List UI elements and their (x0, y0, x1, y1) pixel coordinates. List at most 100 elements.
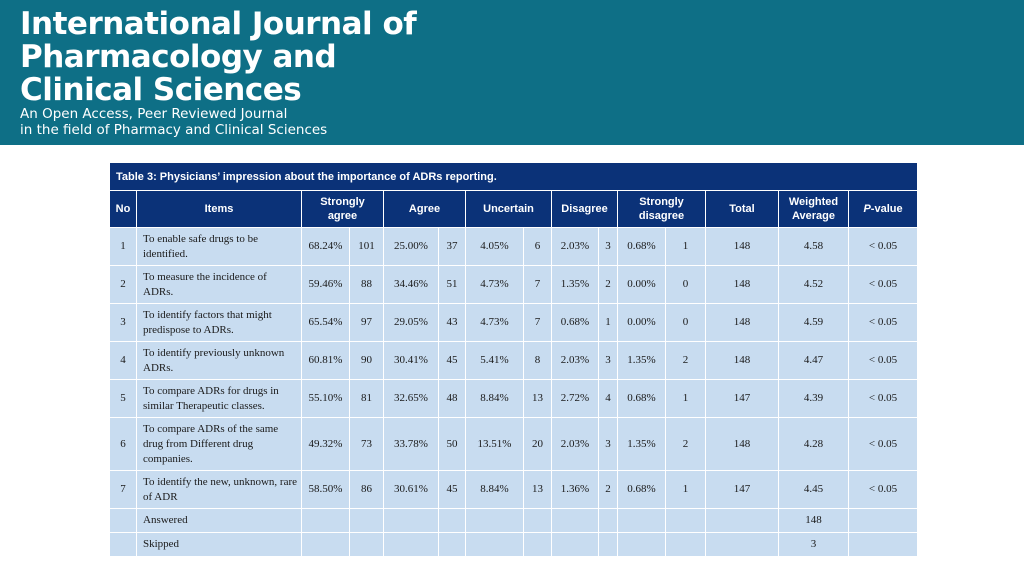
cell-empty (301, 508, 350, 533)
cell-empty (705, 508, 779, 533)
cell-sa-n: 97 (349, 303, 384, 342)
cell-empty (665, 532, 706, 557)
cell-a-pct: 25.00% (383, 227, 439, 266)
cell-empty (438, 508, 466, 533)
header-weighted-line: Weighted (788, 196, 839, 208)
cell-u-pct: 4.73% (465, 265, 524, 304)
cell-sd-n: 0 (665, 265, 706, 304)
header-items: Items (136, 190, 302, 228)
cell-p-value: < 0.05 (847, 341, 919, 380)
header-weighted-line: Average (791, 210, 835, 222)
cell-p-value: < 0.05 (847, 379, 919, 418)
answered-label: Answered (136, 508, 302, 533)
journal-title-line: International Journal of (20, 6, 417, 42)
cell-empty (438, 532, 466, 557)
table-row: 6 To compare ADRs of the same drug from … (109, 417, 919, 471)
cell-u-n: 20 (523, 417, 552, 471)
cell-empty (523, 508, 552, 533)
header-p-value: P-value (847, 190, 919, 228)
cell-sd-n: 1 (665, 379, 706, 418)
cell-d-n: 3 (598, 417, 618, 471)
cell-d-n: 1 (598, 303, 618, 342)
cell-empty (598, 532, 618, 557)
cell-empty (665, 508, 706, 533)
skipped-label: Skipped (136, 532, 302, 557)
journal-banner: International Journal of Pharmacology an… (0, 0, 1024, 145)
cell-d-pct: 2.03% (551, 227, 599, 266)
journal-subtitle-line: in the field of Pharmacy and Clinical Sc… (20, 122, 328, 138)
table-row: 2 To measure the incidence of ADRs. 59.4… (109, 265, 919, 304)
cell-sd-n: 1 (665, 470, 706, 509)
cell-weighted-average: 4.39 (778, 379, 849, 418)
table-row: 3 To identify factors that might predisp… (109, 303, 919, 342)
header-uncertain: Uncertain (465, 190, 552, 228)
cell-d-pct: 1.35% (551, 265, 599, 304)
cell-empty (847, 508, 919, 533)
cell-a-n: 48 (438, 379, 466, 418)
cell-weighted-average: 4.45 (778, 470, 849, 509)
table-row: 7 To identify the new, unknown, rare of … (109, 470, 919, 509)
cell-weighted-average: 4.52 (778, 265, 849, 304)
cell-u-n: 13 (523, 379, 552, 418)
cell-sd-pct: 1.35% (617, 341, 666, 380)
cell-a-pct: 32.65% (383, 379, 439, 418)
cell-u-pct: 4.05% (465, 227, 524, 266)
header-strongly-agree: Strongly agree (301, 190, 384, 228)
cell-no: 4 (109, 341, 137, 380)
header-no: No (109, 190, 137, 228)
cell-a-n: 45 (438, 470, 466, 509)
cell-p-value: < 0.05 (847, 470, 919, 509)
cell-empty (598, 508, 618, 533)
journal-title-line: Clinical Sciences (20, 72, 302, 108)
cell-sd-pct: 0.00% (617, 265, 666, 304)
cell-sa-n: 88 (349, 265, 384, 304)
cell-no: 5 (109, 379, 137, 418)
header-total: Total (705, 190, 779, 228)
cell-empty (109, 532, 137, 557)
cell-empty (109, 508, 137, 533)
cell-item: To compare ADRs of the same drug from Di… (136, 417, 302, 471)
cell-item: To enable safe drugs to be identified. (136, 227, 302, 266)
cell-sd-n: 2 (665, 417, 706, 471)
cell-d-pct: 2.03% (551, 417, 599, 471)
header-p-italic: P (863, 203, 871, 215)
cell-sd-pct: 1.35% (617, 417, 666, 471)
cell-sa-n: 101 (349, 227, 384, 266)
header-agree: Agree (383, 190, 466, 228)
cell-empty (383, 532, 439, 557)
cell-u-pct: 13.51% (465, 417, 524, 471)
cell-a-pct: 30.41% (383, 341, 439, 380)
header-strongly-disagree-line: disagree (638, 210, 685, 222)
header-weighted-average: Weighted Average (778, 190, 849, 228)
cell-weighted-average: 4.58 (778, 227, 849, 266)
cell-empty (349, 508, 384, 533)
cell-d-pct: 2.72% (551, 379, 599, 418)
cell-no: 1 (109, 227, 137, 266)
cell-d-n: 2 (598, 470, 618, 509)
cell-sa-n: 73 (349, 417, 384, 471)
cell-no: 2 (109, 265, 137, 304)
cell-sa-pct: 55.10% (301, 379, 350, 418)
cell-empty (349, 532, 384, 557)
cell-total: 148 (705, 303, 779, 342)
cell-empty (847, 532, 919, 557)
cell-sd-n: 1 (665, 227, 706, 266)
table-caption: Table 3: Physicians’ impression about th… (108, 162, 919, 191)
cell-total: 147 (705, 379, 779, 418)
cell-empty (383, 508, 439, 533)
cell-empty (705, 532, 779, 557)
cell-sa-pct: 58.50% (301, 470, 350, 509)
cell-empty (617, 532, 666, 557)
cell-item: To compare ADRs for drugs in similar The… (136, 379, 302, 418)
cell-u-n: 13 (523, 470, 552, 509)
table-row: 1 To enable safe drugs to be identified.… (109, 227, 919, 266)
cell-d-n: 2 (598, 265, 618, 304)
cell-d-n: 3 (598, 341, 618, 380)
cell-sa-n: 81 (349, 379, 384, 418)
cell-total: 148 (705, 265, 779, 304)
cell-total: 148 (705, 227, 779, 266)
cell-weighted-average: 4.28 (778, 417, 849, 471)
cell-sa-pct: 60.81% (301, 341, 350, 380)
cell-a-n: 51 (438, 265, 466, 304)
cell-d-pct: 0.68% (551, 303, 599, 342)
